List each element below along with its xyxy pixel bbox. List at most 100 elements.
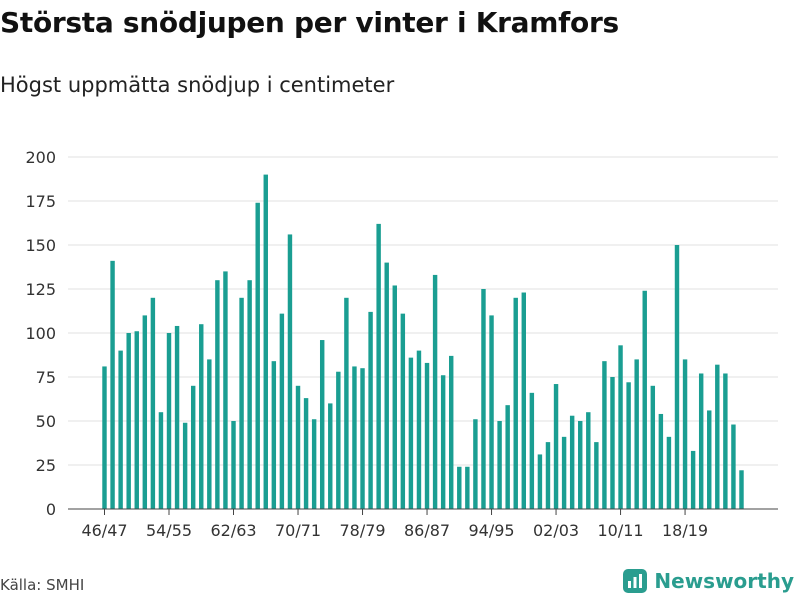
y-tick-label: 50	[36, 412, 56, 431]
x-tick-label: 54/55	[146, 521, 192, 540]
bar-20/21	[698, 373, 704, 509]
bar-64/65	[247, 280, 252, 509]
x-tick-label: 62/63	[210, 521, 256, 540]
bar-50/51	[134, 331, 139, 509]
x-tick-label: 78/79	[339, 521, 385, 540]
bar-61/62	[223, 271, 228, 509]
bar-75/76	[336, 371, 341, 509]
bar-89/90	[449, 355, 454, 509]
chart-subtitle: Högst uppmätta snödjup i centimeter	[0, 73, 395, 97]
bar-62/63	[231, 421, 236, 509]
bar-68/69	[279, 313, 285, 509]
x-axis-ticks: 46/47 54/55 62/63 70/71 78/79 86/87 94/95 02/03…	[81, 509, 708, 540]
bar-21/22	[707, 410, 712, 509]
y-tick-label: 75	[36, 368, 56, 387]
bar-09/10	[610, 377, 615, 509]
bar-51/52	[142, 315, 148, 509]
gridlines	[68, 156, 778, 466]
bar-15/16	[658, 413, 664, 509]
source-note: Källa: SMHI	[0, 576, 85, 594]
x-tick-label: 02/03	[533, 521, 579, 540]
x-tick-label: 46/47	[81, 521, 127, 540]
bar-80/81	[376, 223, 381, 509]
chart-title: Största snödjupen per vinter i Kramfors	[0, 6, 619, 39]
bar-03/04	[561, 436, 567, 509]
bar-82/83	[392, 285, 397, 509]
x-tick-label: 86/87	[404, 521, 450, 540]
bar-13/14	[642, 290, 647, 509]
bar-48/49	[118, 350, 123, 509]
brand-name: Newsworthy	[654, 569, 794, 593]
y-tick-label: 25	[36, 456, 56, 475]
bar-83/84	[400, 313, 406, 509]
bar-16/17	[666, 436, 672, 509]
bar-71/72	[303, 398, 309, 509]
bar-23/24	[723, 373, 728, 509]
bar-85/86	[416, 350, 422, 509]
bar-84/85	[408, 357, 414, 509]
bars	[102, 174, 744, 509]
bar-47/48	[110, 260, 115, 509]
bar-65/66	[255, 202, 260, 509]
bar-08/09	[602, 361, 607, 509]
bar-97/98	[513, 297, 518, 509]
x-tick-label: 10/11	[597, 521, 643, 540]
bar-95/96	[497, 421, 502, 509]
bar-02/03	[553, 384, 559, 509]
bar-49/50	[126, 333, 131, 509]
bar-55/56	[174, 325, 180, 509]
bar-87/88	[432, 274, 438, 509]
bar-22/23	[715, 364, 720, 509]
bar-81/82	[384, 262, 389, 509]
bar-91/92	[465, 466, 470, 509]
brand-logo[interactable]: Newsworthy	[622, 568, 794, 594]
bar-88/89	[440, 375, 446, 509]
bar-77/78	[352, 366, 357, 509]
bar-11/12	[626, 382, 631, 509]
bar-74/75	[328, 403, 333, 509]
bar-17/18	[674, 245, 680, 509]
bar-57/58	[190, 385, 196, 509]
bar-63/64	[239, 297, 244, 509]
bar-05/06	[578, 421, 583, 509]
y-tick-label: 100	[25, 324, 56, 343]
bar-60/61	[215, 280, 220, 509]
y-tick-label: 175	[25, 192, 56, 211]
bar-66/67	[263, 174, 268, 509]
bar-53/54	[158, 412, 164, 509]
bar-67/68	[271, 361, 277, 509]
bar-98/99	[521, 292, 526, 509]
x-tick-label: 18/19	[662, 521, 708, 540]
bar-94/95	[489, 315, 494, 509]
x-tick-label: 70/71	[275, 521, 321, 540]
bar-86/87	[424, 362, 430, 509]
newsworthy-icon	[623, 569, 648, 593]
bar-92/93	[473, 419, 478, 509]
bar-58/59	[199, 324, 204, 509]
bar-10/11	[618, 345, 623, 509]
bar-46/47	[102, 366, 107, 509]
bar-93/94	[481, 289, 486, 509]
bar-06/07	[586, 412, 591, 509]
y-tick-label: 0	[46, 500, 56, 519]
bar-70/71	[295, 385, 301, 509]
bar-69/70	[287, 234, 293, 509]
bar-73/74	[319, 340, 325, 509]
y-tick-label: 200	[25, 148, 56, 167]
y-axis-ticks: 0 25 50 75 100 125 150 175 200	[25, 148, 56, 519]
bar-56/57	[182, 422, 188, 509]
bar-01/02	[545, 442, 551, 509]
y-tick-label: 150	[25, 236, 56, 255]
bar-18/19	[682, 359, 688, 509]
bar-72/73	[311, 419, 317, 509]
bar-90/91	[457, 466, 462, 509]
bar-07/08	[594, 442, 599, 509]
bar-undefined	[739, 470, 744, 509]
bar-undefined	[731, 424, 736, 509]
bar-12/13	[634, 359, 639, 509]
bar-14/15	[650, 385, 656, 509]
x-tick-label: 94/95	[468, 521, 514, 540]
bar-59/60	[207, 359, 212, 509]
bar-99/00	[529, 392, 535, 509]
bar-76/77	[344, 297, 349, 509]
